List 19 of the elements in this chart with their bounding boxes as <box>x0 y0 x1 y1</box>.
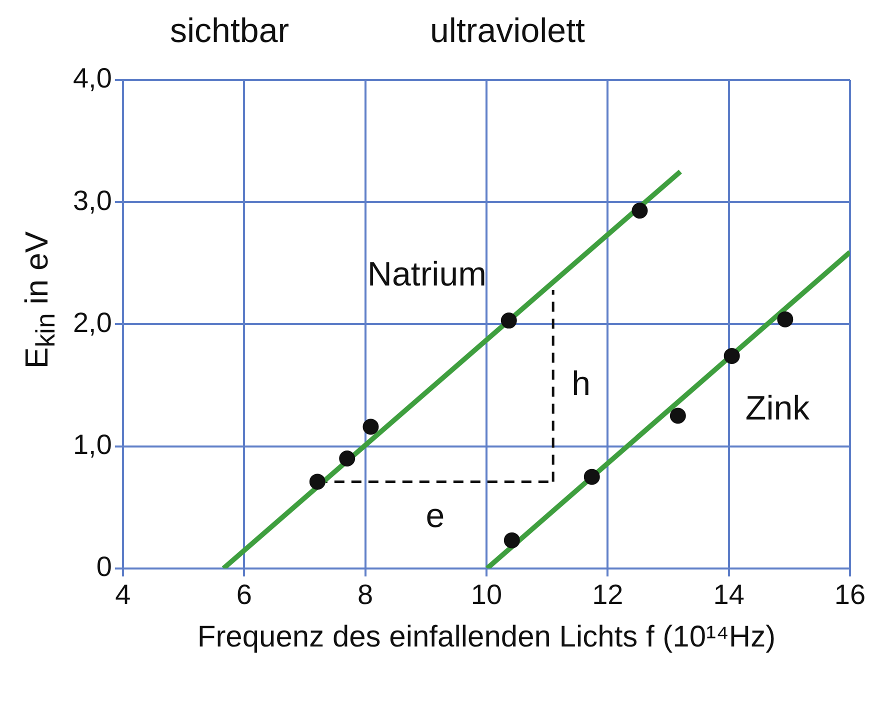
text: ultraviolett <box>430 12 585 51</box>
series-label: h <box>572 365 591 404</box>
y-tick-label: 0 <box>96 551 112 582</box>
y-tick-label: 4,0 <box>72 62 112 94</box>
series-label: Natrium <box>367 255 486 294</box>
x-tick-label: 6 <box>236 578 252 610</box>
series-label: Zink <box>745 390 811 428</box>
y-tick-label: 1,0 <box>72 429 112 460</box>
x-tick-label: 12 <box>592 578 624 610</box>
y-tick-label: 2,0 <box>72 306 112 338</box>
text: sichtbar <box>170 12 290 51</box>
series-label: e <box>426 497 445 536</box>
x-tick-label: 8 <box>357 578 374 610</box>
x-axis-title: Frequenz des einfallenden Lichts f (10¹⁴Hz) <box>197 620 776 654</box>
x-tick-label: 16 <box>834 578 866 610</box>
x-tick-label: 14 <box>713 578 744 610</box>
x-tick-label: 4 <box>115 578 131 610</box>
x-tick-label: 10 <box>470 578 502 610</box>
y-tick-label: 3,0 <box>72 184 112 216</box>
